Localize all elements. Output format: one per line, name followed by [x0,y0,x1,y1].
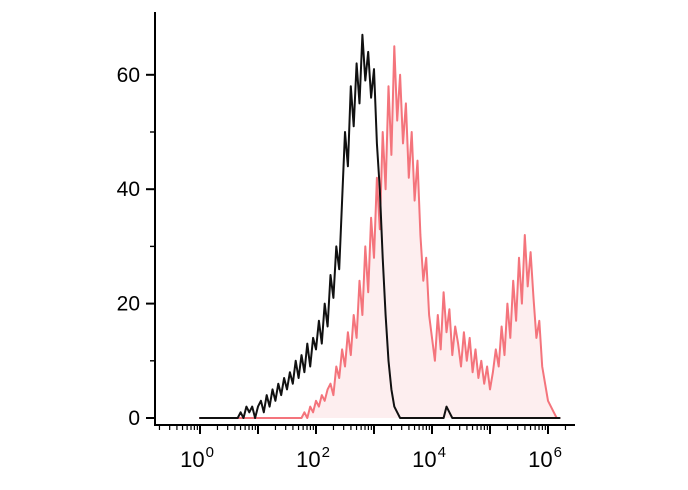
y-tick-label: 40 [117,178,140,201]
stained-sample-histogram-path [199,45,561,419]
x-tick-label: 102 [296,444,330,472]
x-tick-label: 100 [180,444,214,472]
unstained-control-histogram-path [199,33,561,419]
y-tick-label: 60 [117,64,140,87]
x-tick-label: 104 [412,444,446,472]
y-tick-label: 0 [128,407,140,430]
y-tick-label: 20 [117,293,140,316]
x-tick-label: 106 [528,444,562,472]
